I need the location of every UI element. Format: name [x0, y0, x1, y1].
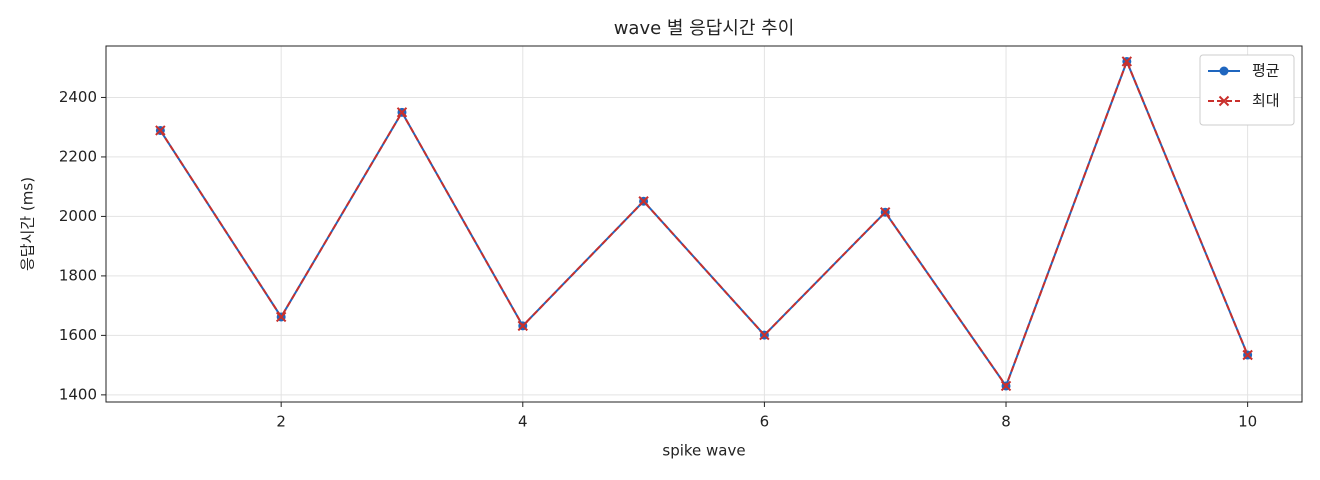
marker — [275, 311, 287, 323]
marker — [517, 320, 528, 332]
marker — [880, 207, 891, 218]
plot-frame — [105, 45, 1303, 403]
x-tick-label: 8 — [1001, 413, 1011, 431]
x-tick-label: 10 — [1238, 413, 1257, 431]
marker — [155, 125, 166, 136]
legend-label: 평균 — [1252, 62, 1280, 80]
series-line — [159, 58, 1249, 389]
x-tick-label: 4 — [518, 413, 528, 431]
y-tick-label: 1400 — [59, 385, 97, 403]
y-tick-label: 1600 — [59, 326, 97, 344]
x-tick-label: 6 — [760, 413, 770, 431]
chart-title: wave 별 응답시간 추이 — [614, 18, 795, 39]
marker — [1242, 349, 1253, 361]
series-line — [159, 58, 1249, 389]
legend-label: 최대 — [1252, 92, 1280, 110]
marker — [1121, 56, 1133, 67]
y-tick-label: 2200 — [59, 147, 97, 165]
marker — [396, 107, 408, 118]
y-tick-label: 1800 — [59, 266, 97, 284]
legend-box — [1199, 54, 1295, 126]
y-tick-label: 2400 — [59, 88, 97, 106]
x-tick-label: 2 — [276, 413, 286, 431]
marker — [638, 196, 649, 207]
legend-marker — [1218, 95, 1230, 107]
marker — [759, 329, 770, 341]
x-axis-label: spike wave — [662, 442, 745, 460]
y-tick-label: 2000 — [59, 207, 97, 225]
legend-marker — [1219, 66, 1229, 76]
marker — [1000, 380, 1012, 392]
y-axis-label: 응답시간 (ms) — [19, 177, 37, 271]
